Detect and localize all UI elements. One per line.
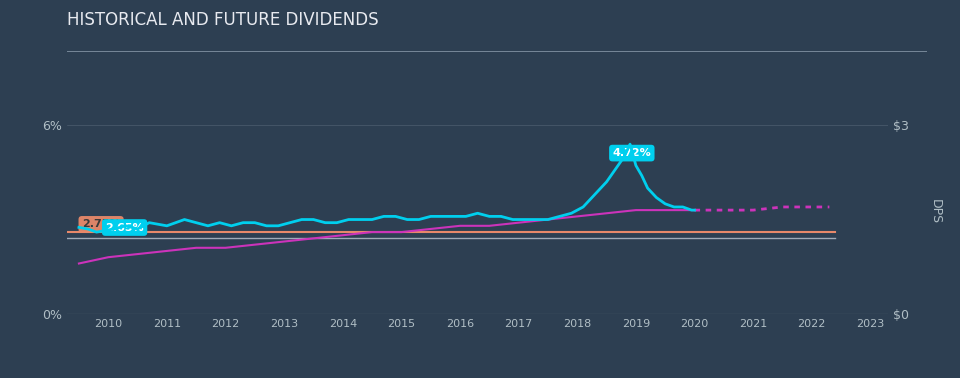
Text: HISTORICAL AND FUTURE DIVIDENDS: HISTORICAL AND FUTURE DIVIDENDS xyxy=(67,11,379,29)
Text: 2.65%: 2.65% xyxy=(106,223,144,232)
Text: 4.72%: 4.72% xyxy=(612,148,651,158)
Y-axis label: DPS: DPS xyxy=(928,199,942,224)
Text: 2.75%: 2.75% xyxy=(82,219,120,229)
